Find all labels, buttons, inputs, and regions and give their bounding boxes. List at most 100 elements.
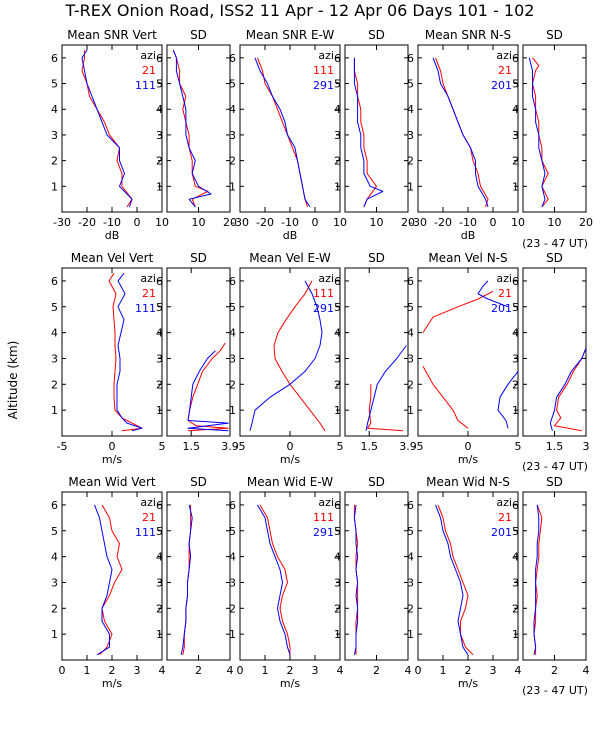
x-tick-label: 10 bbox=[511, 216, 525, 229]
y-tick-label: 5 bbox=[156, 525, 163, 538]
y-tick-label: 6 bbox=[156, 52, 163, 65]
series-line-201 bbox=[435, 504, 469, 656]
x-tick-label: -5 bbox=[413, 440, 424, 453]
x-tick-label: 3 bbox=[312, 664, 319, 677]
x-axis-label: dB bbox=[461, 229, 476, 242]
y-tick-label: 6 bbox=[229, 499, 236, 512]
panel-title: SD bbox=[368, 475, 385, 489]
y-tick-label: 5 bbox=[51, 78, 58, 91]
y-tick-label: 3 bbox=[512, 352, 519, 365]
y-tick-label: 6 bbox=[51, 52, 58, 65]
x-tick-label: 1 bbox=[84, 664, 91, 677]
x-axis-label: m/s bbox=[280, 677, 300, 690]
legend-entry: 21 bbox=[498, 287, 512, 300]
panel-wid-vert-sd: SD 1 2 3 4 5 6 2 4 bbox=[156, 475, 234, 677]
x-tick-label: 0 bbox=[59, 664, 66, 677]
series-line-291 bbox=[257, 504, 291, 655]
panel-title: SD bbox=[546, 28, 563, 42]
y-tick-label: 1 bbox=[407, 180, 414, 193]
x-tick-label: 2 bbox=[195, 664, 202, 677]
x-tick-label: 3 bbox=[490, 664, 497, 677]
y-tick-label: 5 bbox=[334, 78, 341, 91]
y-tick-label: 2 bbox=[512, 602, 519, 615]
series-line-21 bbox=[108, 272, 143, 432]
x-tick-label: 0 bbox=[312, 216, 319, 229]
x-tick-label: -20 bbox=[78, 216, 96, 229]
series-line-111 bbox=[116, 272, 143, 432]
y-tick-label: 6 bbox=[156, 499, 163, 512]
y-tick-label: 6 bbox=[51, 499, 58, 512]
y-tick-label: 3 bbox=[51, 576, 58, 589]
y-tick-label: 2 bbox=[334, 155, 341, 168]
x-tick-label: 4 bbox=[405, 664, 412, 677]
x-tick-label: 0 bbox=[465, 440, 472, 453]
y-tick-label: 4 bbox=[512, 551, 519, 564]
y-tick-label: 4 bbox=[334, 551, 341, 564]
legend-entry: 21 bbox=[498, 64, 512, 77]
y-tick-label: 4 bbox=[51, 103, 58, 116]
x-tick-label: 1.5 bbox=[360, 440, 378, 453]
panel-frame bbox=[344, 267, 409, 437]
y-tick-label: 3 bbox=[156, 352, 163, 365]
x-tick-label: 10 bbox=[333, 216, 347, 229]
legend-entry: 111 bbox=[135, 526, 156, 539]
y-tick-label: 2 bbox=[156, 155, 163, 168]
y-tick-label: 1 bbox=[229, 180, 236, 193]
legend-entry: 201 bbox=[491, 302, 512, 315]
y-tick-label: 5 bbox=[156, 301, 163, 314]
panel-title: SD bbox=[546, 251, 563, 265]
series-line-21 bbox=[422, 290, 494, 333]
legend-entry: 21 bbox=[142, 287, 156, 300]
panel-snr-vert-sd: SD 1 2 3 4 5 6 10 20 bbox=[156, 28, 237, 229]
y-tick-label: 6 bbox=[407, 499, 414, 512]
y-tick-label: 4 bbox=[407, 103, 414, 116]
y-tick-label: 5 bbox=[334, 301, 341, 314]
y-tick-label: 3 bbox=[512, 129, 519, 142]
series-line-291 bbox=[249, 280, 323, 431]
x-tick-label: 4 bbox=[227, 664, 234, 677]
panel-title: Mean SNR Vert bbox=[67, 28, 157, 42]
series-line-201 bbox=[477, 280, 509, 308]
series-line-21 bbox=[182, 504, 192, 655]
series-line-291 bbox=[365, 345, 407, 431]
y-tick-label: 1 bbox=[407, 628, 414, 641]
series-line-21 bbox=[532, 57, 549, 208]
x-tick-label: 20 bbox=[579, 216, 593, 229]
legend-header: azi bbox=[496, 272, 512, 285]
series-line-111 bbox=[367, 384, 404, 432]
x-tick-label: -10 bbox=[459, 216, 477, 229]
series-line-111 bbox=[187, 350, 229, 432]
series-line-111 bbox=[353, 57, 377, 208]
y-tick-label: 2 bbox=[407, 155, 414, 168]
y-tick-label: 4 bbox=[407, 327, 414, 340]
y-tick-label: 4 bbox=[334, 327, 341, 340]
y-tick-label: 4 bbox=[334, 103, 341, 116]
y-tick-label: 4 bbox=[156, 103, 163, 116]
x-tick-label: 0 bbox=[490, 216, 497, 229]
x-tick-label: 0 bbox=[134, 216, 141, 229]
legend-entry: 291 bbox=[313, 79, 334, 92]
series-line-111 bbox=[172, 49, 212, 208]
x-axis-label: m/s bbox=[458, 453, 478, 466]
x-tick-label: 10 bbox=[548, 216, 562, 229]
x-axis-label: m/s bbox=[102, 677, 122, 690]
y-tick-label: 3 bbox=[229, 576, 236, 589]
y-tick-label: 6 bbox=[156, 275, 163, 288]
y-tick-label: 3 bbox=[334, 576, 341, 589]
legend-entry: 21 bbox=[142, 511, 156, 524]
x-tick-label: 20 bbox=[223, 216, 237, 229]
y-tick-label: 6 bbox=[512, 499, 519, 512]
panel-wid-ew: Mean Wid E-W 1 2 3 4 5 6 0 1 2 3 4 m/s azi 111 291 bbox=[229, 475, 344, 690]
panel-title: Mean SNR E-W bbox=[246, 28, 335, 42]
series-line-21 bbox=[437, 504, 474, 656]
legend-header: azi bbox=[140, 272, 156, 285]
panel-snr-ew-sd: SD 1 2 3 4 5 6 10 20 bbox=[334, 28, 415, 229]
legend-entry: 201 bbox=[491, 526, 512, 539]
y-tick-label: 6 bbox=[512, 52, 519, 65]
y-tick-label: 1 bbox=[156, 404, 163, 417]
series-line-111 bbox=[81, 49, 133, 208]
y-tick-label: 3 bbox=[407, 129, 414, 142]
y-tick-label: 3 bbox=[407, 352, 414, 365]
x-tick-label: 2 bbox=[373, 664, 380, 677]
